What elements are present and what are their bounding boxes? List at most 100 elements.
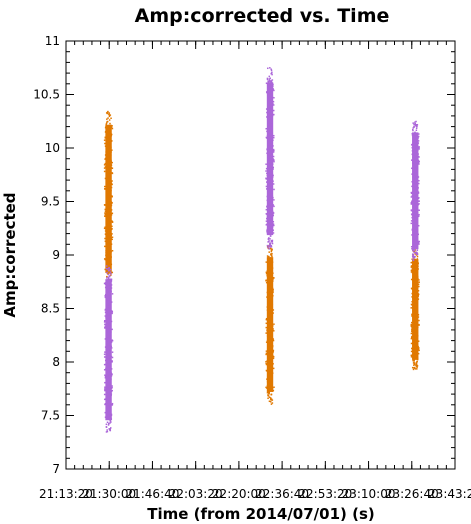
data-point bbox=[107, 196, 109, 198]
data-point bbox=[109, 406, 112, 408]
data-point bbox=[105, 306, 108, 308]
data-point bbox=[411, 288, 414, 290]
data-point bbox=[111, 387, 113, 389]
data-point bbox=[415, 300, 417, 303]
data-point bbox=[109, 271, 112, 273]
data-point bbox=[271, 226, 274, 228]
data-point bbox=[270, 246, 273, 248]
data-point bbox=[418, 347, 420, 349]
data-point bbox=[270, 334, 272, 337]
data-point bbox=[413, 126, 415, 128]
data-point bbox=[269, 349, 272, 352]
data-point bbox=[111, 385, 113, 387]
data-point bbox=[105, 126, 107, 128]
data-point bbox=[103, 167, 106, 169]
data-point bbox=[110, 263, 113, 266]
data-point bbox=[104, 208, 107, 211]
data-point bbox=[270, 260, 272, 263]
data-point bbox=[267, 220, 270, 222]
data-point bbox=[271, 315, 273, 318]
data-point bbox=[411, 153, 414, 156]
data-point bbox=[265, 363, 268, 366]
x-tick-label: 21:13:20 bbox=[39, 487, 93, 501]
data-point bbox=[106, 226, 108, 229]
data-point bbox=[413, 326, 415, 329]
data-point bbox=[266, 116, 268, 118]
data-point bbox=[268, 261, 270, 263]
data-point bbox=[109, 190, 112, 192]
data-point bbox=[411, 347, 413, 350]
data-point bbox=[271, 178, 273, 180]
data-point bbox=[272, 289, 274, 291]
data-point bbox=[416, 214, 419, 217]
data-point bbox=[106, 302, 109, 305]
data-point bbox=[268, 301, 271, 303]
data-point bbox=[267, 311, 269, 313]
data-point bbox=[414, 253, 416, 255]
data-point bbox=[415, 127, 418, 130]
data-point bbox=[270, 271, 273, 273]
data-point bbox=[107, 173, 110, 176]
data-point bbox=[110, 301, 113, 303]
data-point bbox=[269, 345, 271, 348]
data-point bbox=[415, 292, 417, 294]
data-point bbox=[271, 345, 274, 348]
data-point bbox=[110, 243, 113, 245]
data-point bbox=[411, 185, 413, 188]
data-point bbox=[266, 385, 269, 387]
data-point bbox=[271, 312, 273, 315]
data-point bbox=[267, 80, 269, 82]
data-point bbox=[414, 131, 416, 134]
data-point bbox=[410, 196, 413, 198]
data-point bbox=[267, 159, 269, 161]
data-point bbox=[414, 255, 416, 258]
data-point bbox=[412, 199, 414, 202]
data-point bbox=[105, 265, 108, 267]
data-point bbox=[266, 217, 268, 220]
data-point bbox=[265, 261, 268, 263]
data-point bbox=[417, 182, 420, 185]
data-point bbox=[410, 266, 413, 268]
data-point bbox=[415, 262, 417, 264]
data-point bbox=[105, 344, 108, 346]
data-point bbox=[267, 122, 269, 125]
data-point bbox=[109, 173, 111, 175]
data-point bbox=[271, 239, 274, 242]
data-point bbox=[416, 228, 418, 231]
data-point bbox=[268, 276, 270, 278]
data-point bbox=[267, 363, 269, 366]
data-point bbox=[272, 363, 274, 365]
data-point bbox=[266, 205, 268, 208]
data-point bbox=[270, 79, 272, 82]
data-point bbox=[271, 168, 273, 170]
data-point bbox=[413, 354, 415, 356]
data-point bbox=[411, 133, 414, 135]
data-point bbox=[271, 347, 273, 349]
data-point bbox=[109, 349, 111, 351]
data-point bbox=[412, 258, 414, 261]
data-point bbox=[272, 287, 274, 290]
data-point bbox=[267, 240, 270, 243]
data-point bbox=[416, 174, 419, 177]
data-point bbox=[111, 149, 113, 151]
data-point bbox=[268, 326, 270, 329]
data-point bbox=[268, 157, 270, 159]
data-point bbox=[106, 323, 108, 326]
data-point bbox=[104, 323, 106, 326]
data-point bbox=[412, 235, 415, 237]
data-point bbox=[267, 357, 269, 359]
data-point bbox=[107, 309, 109, 311]
data-point bbox=[271, 356, 273, 359]
data-point bbox=[107, 327, 110, 330]
data-point bbox=[267, 157, 269, 160]
data-point bbox=[270, 122, 272, 124]
data-point bbox=[414, 302, 417, 304]
data-point bbox=[107, 176, 110, 178]
data-point bbox=[266, 82, 268, 85]
data-point bbox=[272, 88, 274, 90]
data-point bbox=[109, 403, 111, 405]
x-tick-label: 22:03:20 bbox=[169, 487, 223, 501]
data-point bbox=[266, 111, 268, 114]
data-point bbox=[269, 287, 271, 290]
data-point bbox=[105, 125, 108, 127]
